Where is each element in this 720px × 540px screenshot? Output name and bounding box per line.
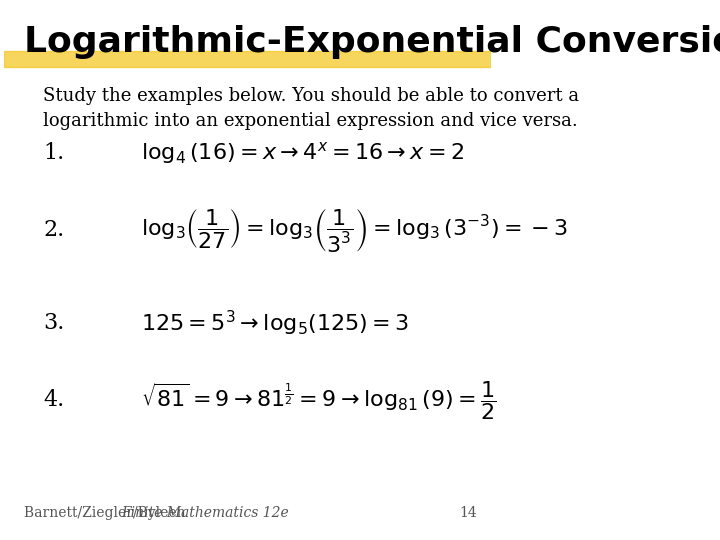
Text: Logarithmic-Exponential Conversions: Logarithmic-Exponential Conversions	[24, 25, 720, 59]
Text: $\log_{4}(16)=x \rightarrow 4^{x}=16 \rightarrow x=2$: $\log_{4}(16)=x \rightarrow 4^{x}=16 \ri…	[140, 140, 464, 166]
Text: 3.: 3.	[43, 312, 65, 334]
Text: 1.: 1.	[43, 142, 64, 164]
FancyBboxPatch shape	[4, 51, 491, 67]
Text: 2.: 2.	[43, 219, 64, 241]
Text: 14: 14	[459, 506, 477, 520]
Text: $\log_{3}\!\left(\dfrac{1}{27}\right)=\log_{3}\!\left(\dfrac{1}{3^{3}}\right)=\l: $\log_{3}\!\left(\dfrac{1}{27}\right)=\l…	[140, 206, 567, 254]
Text: Study the examples below. You should be able to convert a
logarithmic into an ex: Study the examples below. You should be …	[43, 86, 580, 130]
Text: Barnett/Ziegler/Byleen: Barnett/Ziegler/Byleen	[24, 506, 194, 520]
Text: 4.: 4.	[43, 389, 64, 411]
Text: $125=5^{3} \rightarrow \log_{5}\!\left(125\right)=3$: $125=5^{3} \rightarrow \log_{5}\!\left(1…	[140, 308, 409, 338]
Text: $\sqrt{81}=9 \rightarrow 81^{\frac{1}{2}}=9 \rightarrow \log_{81}(9)=\dfrac{1}{2: $\sqrt{81}=9 \rightarrow 81^{\frac{1}{2}…	[140, 379, 496, 422]
Text: Finite Mathematics 12e: Finite Mathematics 12e	[121, 506, 289, 520]
